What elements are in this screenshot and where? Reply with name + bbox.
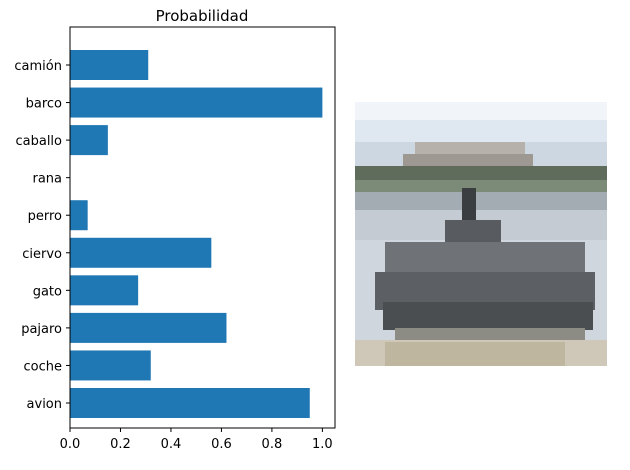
y-tick-label: camión (14, 59, 62, 74)
x-axis-ticks: 0.0 0.2 0.4 0.6 0.8 1.0 (60, 428, 333, 452)
bar-camión (70, 50, 149, 80)
y-tick-label: rana (32, 172, 62, 187)
x-tick-label: 0.6 (211, 437, 232, 452)
bar-pajaro (70, 312, 227, 343)
y-tick-label: ciervo (22, 247, 62, 262)
x-tick-label: 0.4 (161, 437, 182, 452)
x-tick-label: 0.2 (110, 437, 131, 452)
x-tick-label: 1.0 (312, 437, 333, 452)
bars-group (70, 50, 323, 418)
y-tick-label: barco (26, 97, 62, 112)
boat-pixel-image (355, 102, 607, 366)
y-tick-label: coche (24, 359, 63, 374)
bar-coche (70, 350, 151, 381)
bar-caballo (70, 125, 108, 156)
bar-avion (70, 388, 310, 418)
bar-perro (70, 200, 88, 231)
y-tick-label: caballo (15, 134, 62, 149)
chart-title: Probabilidad (156, 7, 249, 25)
bar-ciervo (70, 237, 212, 268)
x-tick-label: 0.8 (262, 437, 283, 452)
axes-frame (69, 26, 336, 429)
x-tick-label: 0.0 (60, 437, 81, 452)
y-tick-label: pajaro (21, 322, 62, 337)
bar-barco (70, 87, 323, 118)
y-axis-ticks: avion coche pajaro gato ciervo perro rana cabal… (14, 59, 70, 412)
bar-gato (70, 275, 139, 306)
y-tick-label: perro (28, 209, 62, 224)
y-tick-label: avion (27, 397, 62, 412)
y-tick-label: gato (33, 284, 62, 299)
